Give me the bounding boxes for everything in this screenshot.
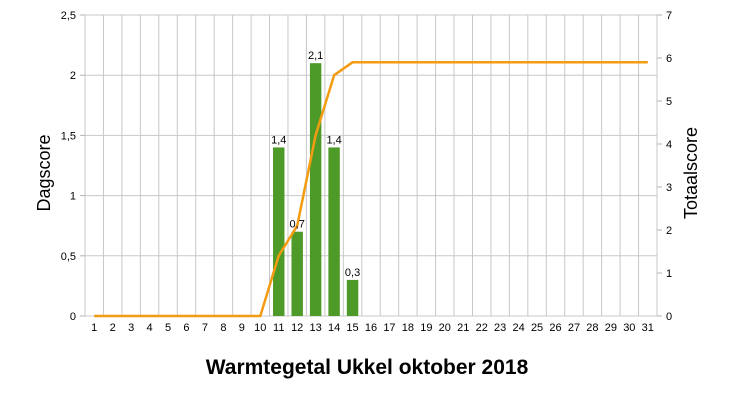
x-tick-label: 26 [549, 322, 561, 334]
x-tick-label: 21 [457, 322, 469, 334]
y-axis-left-title: Dagscore [34, 134, 54, 211]
x-tick-label: 8 [220, 322, 226, 334]
x-tick-label: 9 [239, 322, 245, 334]
x-tick-label: 20 [439, 322, 451, 334]
x-tick-label: 15 [346, 322, 358, 334]
x-tick-label: 24 [512, 322, 524, 334]
y-right-tick-label: 1 [666, 268, 672, 280]
y-axis-right-title: Totaalscore [681, 127, 701, 219]
x-tick-label: 1 [91, 322, 97, 334]
x-tick-label: 13 [310, 322, 322, 334]
y-right-tick-label: 4 [666, 139, 672, 151]
x-tick-label: 16 [365, 322, 377, 334]
bar [346, 279, 359, 316]
bar [328, 147, 340, 316]
x-tick-label: 25 [531, 322, 543, 334]
x-tick-label: 19 [420, 322, 432, 334]
x-tick-label: 7 [202, 322, 208, 334]
bar [273, 147, 285, 316]
y-left-tick-label: 0,5 [61, 251, 76, 263]
bar-data-label: 0,3 [345, 267, 360, 279]
y-left-tick-label: 2 [70, 70, 76, 82]
y-right-tick-label: 3 [666, 182, 672, 194]
y-left-tick-label: 1 [70, 191, 76, 203]
x-tick-label: 27 [568, 322, 580, 334]
x-tick-label: 18 [402, 322, 414, 334]
x-tick-label: 3 [128, 322, 134, 334]
x-tick-label: 17 [383, 322, 395, 334]
x-tick-label: 4 [147, 322, 153, 334]
x-tick-label: 10 [254, 322, 266, 334]
bar-data-label: 1,4 [326, 134, 341, 146]
y-right-tick-label: 6 [666, 53, 672, 65]
x-tick-label: 2 [110, 322, 116, 334]
x-tick-label: 12 [291, 322, 303, 334]
y-left-tick-label: 1,5 [61, 130, 76, 142]
x-tick-label: 23 [494, 322, 506, 334]
data-labels: 1,4 0,7 2,1 1,4 0,3 [271, 50, 360, 279]
grid-lines [84, 14, 658, 317]
y-right-tick-label: 0 [666, 311, 672, 323]
y-right-tick-label: 5 [666, 96, 672, 108]
x-tick-label: 31 [642, 322, 654, 334]
y-right-tick-label: 2 [666, 225, 672, 237]
x-tick-label: 5 [165, 322, 171, 334]
chart-title: Warmtegetal Ukkel oktober 2018 [206, 356, 529, 379]
bar-data-label: 0,7 [290, 219, 305, 231]
bar [309, 63, 322, 316]
x-tick-label: 28 [586, 322, 598, 334]
y-right-tick-label: 7 [666, 10, 672, 22]
y-left-tick-label: 2,5 [61, 10, 76, 22]
y-left-tick-label: 0 [70, 311, 76, 323]
x-tick-label: 11 [273, 322, 284, 334]
totaalscore-line [94, 61, 648, 318]
x-tick-label: 14 [328, 322, 340, 334]
x-tick-label: 6 [183, 322, 189, 334]
line-series [94, 61, 648, 318]
x-tick-label: 22 [476, 322, 488, 334]
bar-data-label: 2,1 [308, 50, 323, 62]
bar [291, 231, 303, 316]
bar-data-label: 1,4 [271, 134, 286, 146]
bar-series [273, 63, 359, 316]
x-tick-label: 30 [623, 322, 635, 334]
x-tick-label: 29 [605, 322, 617, 334]
